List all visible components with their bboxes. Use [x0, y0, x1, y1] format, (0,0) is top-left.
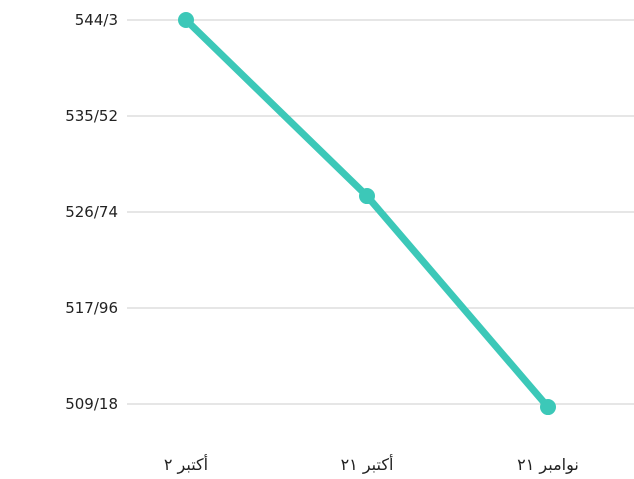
data-point[interactable]: [359, 188, 375, 205]
data-point[interactable]: [178, 12, 194, 28]
series-line: [182, 16, 552, 411]
data-point[interactable]: [540, 399, 556, 416]
y-tick-label: 535/52: [65, 107, 118, 125]
y-tick-label: 544/3: [75, 11, 118, 29]
x-axis: أكتبر ٢ أكتبر ٢١ نوامبر ٢١: [164, 454, 579, 475]
x-tick-label: أكتبر ٢: [164, 454, 208, 475]
series-layer: [178, 12, 556, 416]
y-tick-label: 517/96: [65, 299, 118, 317]
y-axis: 509/18 517/96 526/74 535/52 544/3: [65, 11, 118, 413]
x-tick-label: نوامبر ٢١: [517, 455, 579, 475]
y-tick-label: 509/18: [65, 395, 118, 413]
x-tick-label: أكتبر ٢١: [341, 454, 394, 475]
y-tick-label: 526/74: [65, 203, 118, 221]
